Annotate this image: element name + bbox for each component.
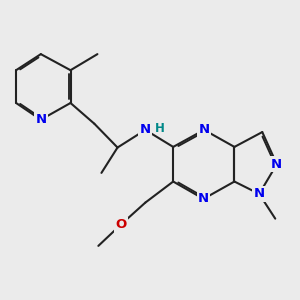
Text: N: N [198,192,209,206]
Text: N: N [199,123,210,136]
Text: O: O [115,218,126,231]
Text: H: H [154,122,164,135]
Text: N: N [254,188,265,200]
Text: N: N [271,158,282,171]
Text: N: N [140,123,151,136]
Text: N: N [35,113,46,126]
